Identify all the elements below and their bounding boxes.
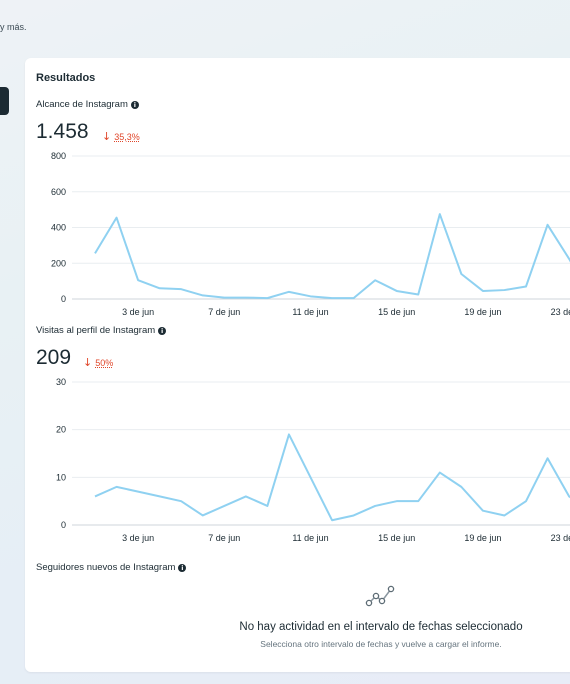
visits-ytick-label: 20 [56,425,66,435]
reach-ytick-label: 200 [51,258,66,268]
visits-delta-pct[interactable]: 50% [95,358,114,368]
reach-value: 1.458 [36,120,89,143]
reach-xtick-label: 19 de jun [464,307,501,317]
info-icon[interactable]: i [158,327,167,335]
visits-ytick-label: 0 [61,520,66,530]
reach-delta-pct[interactable]: 35,3% [114,132,140,142]
reach-xtick-label: 3 de jun [122,307,154,317]
visits-xtick-label: 3 de jun [122,533,154,543]
info-icon[interactable]: i [178,564,187,572]
empty-state-subtitle: Selecciona otro intervalo de fechas y vu… [260,639,502,649]
reach-ytick-label: 400 [51,223,66,233]
visits-xtick-label: 15 de jun [378,533,415,543]
visits-xtick-label: 11 de jun [292,533,328,543]
visits-delta: ↓ 50% [83,356,113,369]
reach-xtick-label: 15 de jun [378,307,415,317]
reach-ytick-label: 0 [61,294,66,304]
results-title: Resultados [36,72,96,84]
visits-label-text: Visitas al perfil de Instagram [36,325,156,336]
visits-series-line[interactable] [94,433,570,522]
info-icon[interactable]: i [130,101,139,109]
visits-xtick-label: 7 de jun [208,533,240,543]
empty-state-title: No hay actividad en el intervalo de fech… [239,621,523,633]
reach-series-line[interactable] [94,213,570,300]
reach-label-text: Alcance de Instagram [36,99,128,110]
intro-text: y más. [0,22,27,32]
visits-ytick-label: 10 [56,472,66,482]
reach-delta: ↓ 35,3% [102,130,140,143]
arrow-down-icon: ↓ [83,356,93,369]
sidebar-toggle-button[interactable] [0,87,9,115]
visits-xtick-label: 23 de jun [551,533,570,543]
reach-xtick-label: 11 de jun [292,307,328,317]
arrow-down-icon: ↓ [102,130,112,143]
results-card: Resultados Alcance de Instagram i 1.458 ↓… [25,58,570,672]
reach-chart: 0 200 400 600 800 3 de jun 7 de jun 11 de jun 15… [51,151,570,317]
reach-xtick-label: 23 de jun [551,307,570,317]
visits-value: 209 [36,346,72,369]
followers-label-text: Seguidores nuevos de Instagram [36,562,176,573]
visits-metric-label: Visitas al perfil de Instagram i [36,325,167,336]
visits-xtick-label: 19 de jun [464,533,501,543]
reach-xtick-label: 7 de jun [208,307,240,317]
visits-ytick-label: 30 [56,377,66,387]
visits-chart: 0 10 20 30 3 de jun 7 de jun 11 de jun 15 de ju… [56,377,570,543]
followers-metric-label: Seguidores nuevos de Instagram i [36,562,187,573]
reach-ytick-label: 800 [51,151,66,161]
line-chart-icon [365,585,395,607]
reach-metric-label: Alcance de Instagram i [36,99,139,110]
reach-ytick-label: 600 [51,187,66,197]
